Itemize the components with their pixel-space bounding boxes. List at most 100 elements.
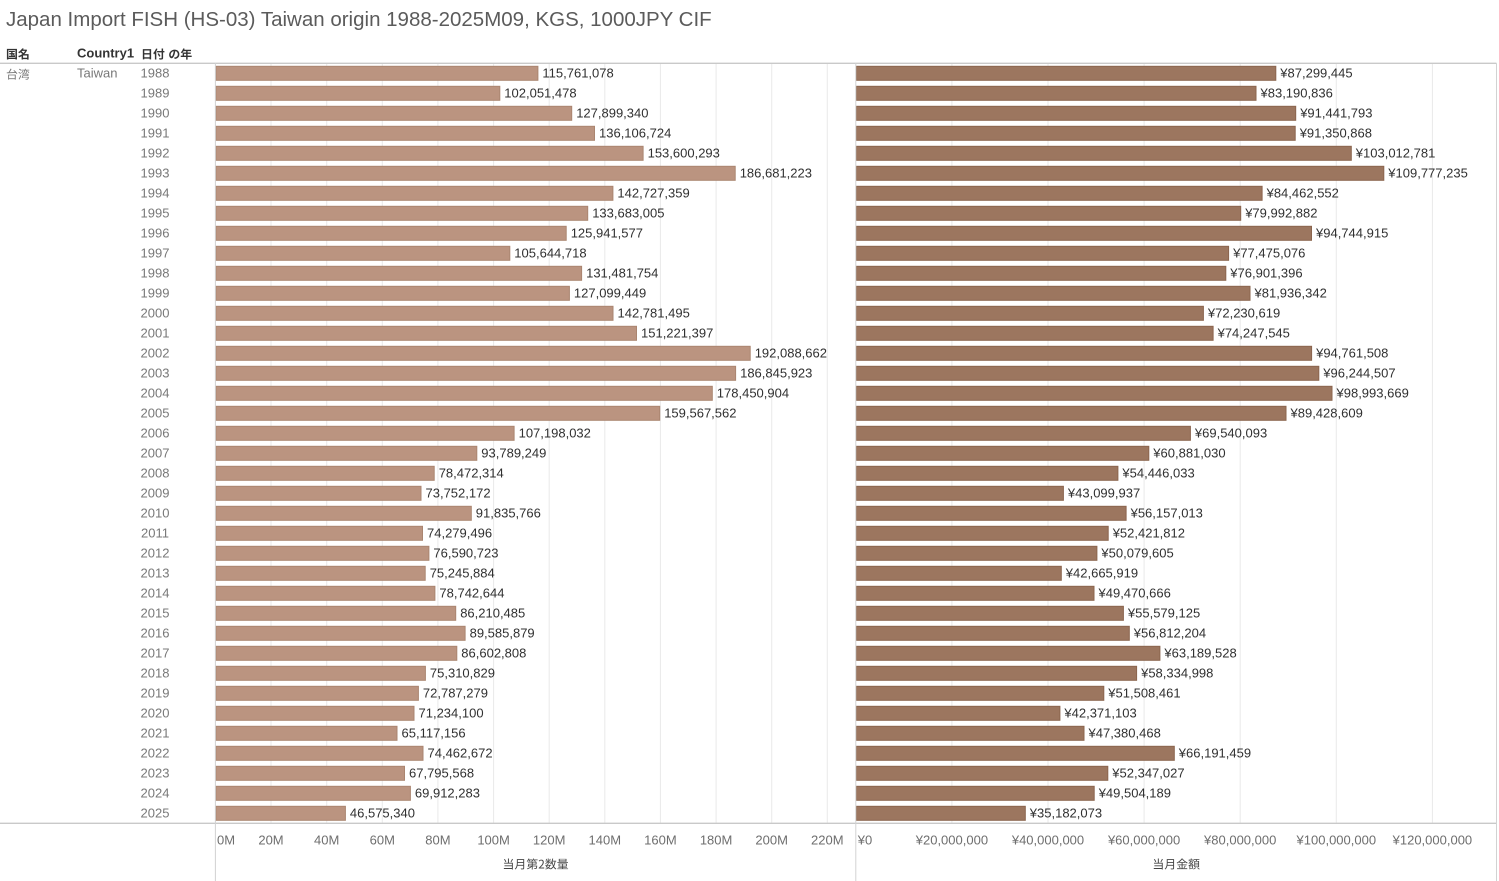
svg-text:74,279,496: 74,279,496: [427, 526, 492, 541]
svg-text:¥96,244,507: ¥96,244,507: [1322, 366, 1395, 381]
svg-text:115,761,078: 115,761,078: [542, 66, 613, 81]
svg-text:2018: 2018: [141, 666, 170, 681]
svg-text:¥109,777,235: ¥109,777,235: [1387, 166, 1468, 181]
svg-text:¥40,000,000: ¥40,000,000: [1011, 832, 1084, 847]
svg-text:159,567,562: 159,567,562: [664, 406, 736, 421]
svg-text:1994: 1994: [141, 186, 170, 201]
svg-text:2024: 2024: [141, 786, 170, 801]
svg-text:86,602,808: 86,602,808: [461, 646, 526, 661]
svg-text:142,781,495: 142,781,495: [618, 306, 690, 321]
svg-text:105,644,718: 105,644,718: [514, 246, 586, 261]
svg-text:¥98,993,669: ¥98,993,669: [1336, 386, 1409, 401]
svg-text:¥49,504,189: ¥49,504,189: [1098, 786, 1171, 801]
svg-text:¥55,579,125: ¥55,579,125: [1127, 606, 1200, 621]
svg-text:89,585,879: 89,585,879: [470, 626, 535, 641]
svg-text:0M: 0M: [217, 832, 235, 847]
svg-text:¥66,191,459: ¥66,191,459: [1178, 746, 1251, 761]
svg-text:1988: 1988: [141, 66, 170, 81]
svg-text:2014: 2014: [141, 586, 170, 601]
svg-text:¥20,000,000: ¥20,000,000: [915, 832, 988, 847]
svg-text:192,088,662: 192,088,662: [755, 346, 827, 361]
svg-text:2010: 2010: [141, 506, 170, 521]
svg-text:2002: 2002: [141, 346, 170, 361]
svg-text:1999: 1999: [141, 286, 170, 301]
svg-text:Country1: Country1: [77, 46, 134, 61]
svg-text:86,210,485: 86,210,485: [460, 606, 525, 621]
svg-text:¥50,079,605: ¥50,079,605: [1100, 546, 1173, 561]
svg-text:1989: 1989: [141, 86, 170, 101]
svg-text:107,198,032: 107,198,032: [519, 426, 591, 441]
svg-text:Taiwan: Taiwan: [77, 66, 117, 81]
svg-text:2009: 2009: [141, 486, 170, 501]
svg-text:¥94,744,915: ¥94,744,915: [1315, 226, 1388, 241]
svg-text:¥81,936,342: ¥81,936,342: [1254, 286, 1327, 301]
svg-text:72,787,279: 72,787,279: [423, 686, 488, 701]
svg-text:67,795,568: 67,795,568: [409, 766, 474, 781]
svg-text:2017: 2017: [141, 646, 170, 661]
svg-text:2023: 2023: [141, 766, 170, 781]
svg-text:¥56,157,013: ¥56,157,013: [1130, 506, 1203, 521]
svg-text:2005: 2005: [141, 406, 170, 421]
svg-text:2006: 2006: [141, 426, 170, 441]
svg-text:78,472,314: 78,472,314: [439, 466, 504, 481]
svg-text:1993: 1993: [141, 166, 170, 181]
svg-text:46,575,340: 46,575,340: [350, 806, 415, 821]
svg-text:91,835,766: 91,835,766: [476, 506, 541, 521]
svg-text:¥72,230,619: ¥72,230,619: [1207, 306, 1280, 321]
svg-text:125,941,577: 125,941,577: [571, 226, 643, 241]
svg-text:2000: 2000: [141, 306, 170, 321]
svg-text:2007: 2007: [141, 446, 170, 461]
svg-text:133,683,005: 133,683,005: [592, 206, 664, 221]
svg-text:2015: 2015: [141, 606, 170, 621]
svg-text:¥58,334,998: ¥58,334,998: [1140, 666, 1213, 681]
svg-text:60M: 60M: [370, 832, 395, 847]
svg-text:131,481,754: 131,481,754: [586, 266, 658, 281]
svg-text:2019: 2019: [141, 686, 170, 701]
svg-text:1992: 1992: [141, 146, 170, 161]
svg-text:¥76,901,396: ¥76,901,396: [1229, 266, 1302, 281]
svg-text:20M: 20M: [258, 832, 283, 847]
svg-text:1996: 1996: [141, 226, 170, 241]
svg-text:¥60,881,030: ¥60,881,030: [1152, 446, 1225, 461]
svg-text:¥94,761,508: ¥94,761,508: [1315, 346, 1388, 361]
svg-text:¥63,189,528: ¥63,189,528: [1163, 646, 1236, 661]
svg-text:2025: 2025: [141, 806, 170, 821]
svg-text:¥120,000,000: ¥120,000,000: [1392, 832, 1473, 847]
svg-text:¥103,012,781: ¥103,012,781: [1355, 146, 1436, 161]
svg-text:2008: 2008: [141, 466, 170, 481]
svg-text:¥91,350,868: ¥91,350,868: [1299, 126, 1372, 141]
svg-text:40M: 40M: [314, 832, 339, 847]
svg-text:¥87,299,445: ¥87,299,445: [1279, 66, 1352, 81]
svg-text:¥52,421,812: ¥52,421,812: [1112, 526, 1185, 541]
svg-text:1998: 1998: [141, 266, 170, 281]
svg-text:2020: 2020: [141, 706, 170, 721]
svg-text:2016: 2016: [141, 626, 170, 641]
svg-text:75,310,829: 75,310,829: [430, 666, 495, 681]
svg-text:71,234,100: 71,234,100: [419, 706, 484, 721]
svg-text:140M: 140M: [589, 832, 622, 847]
svg-text:102,051,478: 102,051,478: [504, 86, 576, 101]
svg-text:100M: 100M: [477, 832, 510, 847]
svg-text:¥47,380,468: ¥47,380,468: [1088, 726, 1161, 741]
svg-text:2003: 2003: [141, 366, 170, 381]
svg-text:65,117,156: 65,117,156: [402, 726, 466, 741]
svg-text:120M: 120M: [533, 832, 566, 847]
svg-text:¥100,000,000: ¥100,000,000: [1296, 832, 1377, 847]
svg-text:1997: 1997: [141, 246, 170, 261]
svg-text:¥79,992,882: ¥79,992,882: [1244, 206, 1317, 221]
svg-text:186,681,223: 186,681,223: [740, 166, 812, 181]
svg-text:2022: 2022: [141, 746, 170, 761]
svg-text:2011: 2011: [141, 526, 169, 541]
svg-text:¥84,462,552: ¥84,462,552: [1266, 186, 1339, 201]
svg-text:¥52,347,027: ¥52,347,027: [1111, 766, 1184, 781]
svg-text:127,099,449: 127,099,449: [574, 286, 646, 301]
svg-text:2013: 2013: [141, 566, 170, 581]
svg-text:73,752,172: 73,752,172: [426, 486, 491, 501]
svg-text:76,590,723: 76,590,723: [433, 546, 498, 561]
svg-text:¥51,508,461: ¥51,508,461: [1107, 686, 1180, 701]
svg-text:¥49,470,666: ¥49,470,666: [1098, 586, 1171, 601]
svg-text:¥83,190,836: ¥83,190,836: [1260, 86, 1333, 101]
svg-text:160M: 160M: [644, 832, 677, 847]
svg-text:¥74,247,545: ¥74,247,545: [1217, 326, 1290, 341]
svg-text:74,462,672: 74,462,672: [428, 746, 493, 761]
